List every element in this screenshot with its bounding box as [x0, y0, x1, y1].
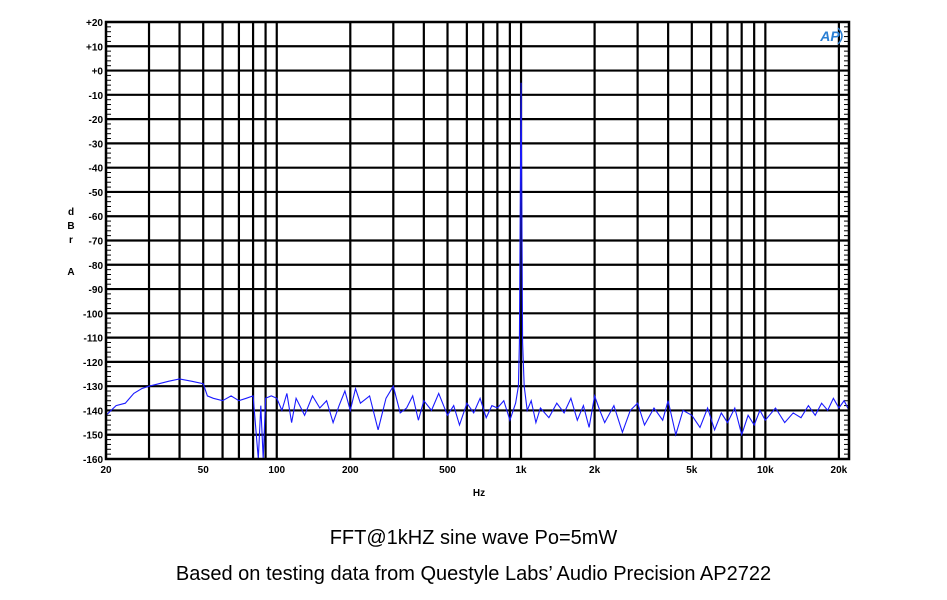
y-tick-label: -120: [83, 358, 103, 369]
y-tick-label: -130: [83, 382, 103, 393]
series-line-1: [105, 82, 850, 460]
y-tick-label: -50: [89, 188, 104, 199]
ap-logo-arc: [837, 27, 843, 45]
y-axis-label-char: r: [69, 235, 73, 246]
y-axis-label: dBr A: [67, 207, 74, 278]
x-tick-label: 10k: [757, 465, 774, 476]
series-layer: [105, 82, 850, 460]
grid-lines: [106, 21, 849, 460]
y-tick-label: -70: [89, 237, 104, 248]
y-tick-label: -20: [89, 115, 104, 126]
ap-logo: AP: [819, 27, 843, 45]
y-tick-label: -10: [89, 91, 104, 102]
y-tick-label: -60: [89, 212, 104, 223]
y-axis-label-char: B: [67, 221, 74, 232]
caption-line-1: FFT@1kHZ sine wave Po=5mW: [329, 527, 618, 549]
x-tick-label: 100: [268, 465, 285, 476]
y-tick-label: -80: [89, 261, 104, 272]
y-axis-label-char: A: [67, 267, 74, 278]
x-tick-label: 20k: [831, 465, 848, 476]
y-tick-label: -160: [83, 455, 103, 466]
y-tick-label: -100: [83, 309, 103, 320]
x-tick-label: 5k: [686, 465, 698, 476]
x-tick-label: 500: [439, 465, 456, 476]
x-tick-label: 20: [100, 465, 112, 476]
x-tick-label: 50: [198, 465, 210, 476]
y-tick-label: -40: [89, 164, 104, 175]
y-tick-label: -90: [89, 285, 104, 296]
y-tick-label: +10: [86, 42, 103, 53]
ap-logo-text: AP: [819, 28, 840, 44]
plot-border: [104, 20, 851, 461]
y-tick-label: -150: [83, 431, 103, 442]
x-tick-label: 2k: [589, 465, 601, 476]
tick-labels: 20 50 100 200 500 1k 2k 5k 10k 20k +20 +10 +0 -10 -20 -…: [83, 18, 848, 476]
y-axis-label-char: d: [68, 207, 74, 218]
y-tick-label: -140: [83, 406, 103, 417]
x-axis-label: Hz: [473, 488, 485, 499]
y-tick-label: +20: [86, 18, 103, 29]
x-tick-label: 1k: [515, 465, 527, 476]
caption-line-2: Based on testing data from Questyle Labs…: [175, 563, 772, 585]
x-tick-label: 200: [342, 465, 359, 476]
plot-frame: [104, 20, 851, 461]
y-tick-label: -30: [89, 139, 104, 150]
y-tick-label: -110: [84, 334, 104, 345]
y-tick-label: +0: [92, 67, 104, 78]
